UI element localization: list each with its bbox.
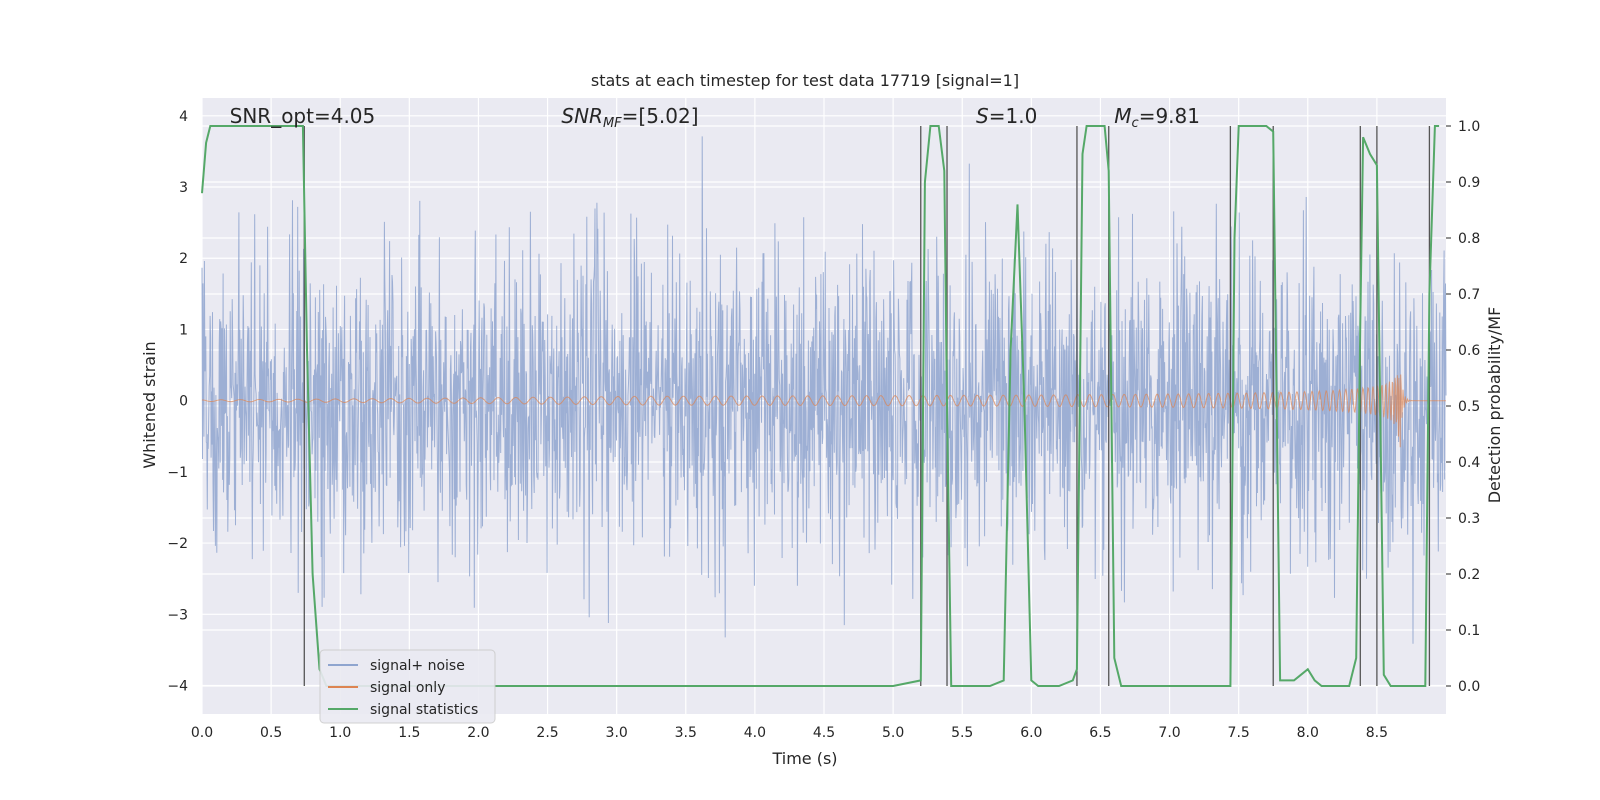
x-tick-label: 2.0 [467, 725, 489, 741]
chart-title: stats at each timestep for test data 177… [591, 71, 1019, 90]
y-tick-label: −3 [167, 607, 188, 623]
right-y-tick-label: 0.6 [1458, 343, 1480, 359]
x-tick-label: 7.5 [1228, 725, 1250, 741]
right-y-tick-label: 0.3 [1458, 511, 1480, 527]
y-tick-label: −2 [167, 536, 188, 552]
x-tick-label: 1.5 [398, 725, 420, 741]
legend: signal+ noise signal only signal statist… [319, 649, 496, 724]
y-tick-label: −1 [167, 465, 188, 481]
x-tick-label: 1.0 [329, 725, 351, 741]
right-y-tick-label: 0.4 [1458, 455, 1480, 471]
right-y-tick-label: 0.2 [1458, 567, 1480, 583]
annotations: SNR_opt=4.05 SNRMF=[5.02] S=1.0 Mc=9.81 [230, 104, 1200, 131]
y-tick-label: 0 [179, 394, 188, 410]
y-tick-label: 4 [179, 109, 188, 125]
y-tick-label: 1 [179, 322, 188, 338]
y-axis-label: Whitened strain [140, 341, 159, 468]
annotation: Mc=9.81 [1114, 104, 1200, 131]
y-tick-label: 2 [179, 251, 188, 267]
legend-label-noise: signal+ noise [370, 658, 465, 674]
x-tick-label: 8.0 [1297, 725, 1319, 741]
x-tick-label: 4.5 [813, 725, 835, 741]
x-tick-label: 0.0 [191, 725, 213, 741]
y-axis-ticks: −4 −3 −2 −1 0 1 2 3 4 [167, 109, 188, 695]
signal-plus-noise-series [201, 136, 1447, 644]
x-tick-label: 0.5 [260, 725, 282, 741]
signal-plus-noise-line [201, 136, 1447, 644]
x-tick-label: 6.0 [1020, 725, 1042, 741]
x-tick-label: 5.5 [951, 725, 973, 741]
x-tick-label: 6.5 [1089, 725, 1111, 741]
right-y-tick-label: 0.9 [1458, 175, 1480, 191]
annotation: SNRMF=[5.02] [561, 104, 698, 131]
signal-only-series [201, 374, 1446, 448]
x-tick-label: 8.5 [1366, 725, 1388, 741]
x-tick-label: 5.0 [882, 725, 904, 741]
right-y-tick-label: 0.5 [1458, 399, 1480, 415]
x-axis-label: Time (s) [771, 749, 837, 768]
detection-vertical-lines [303, 126, 1431, 686]
y-tick-label: −4 [167, 679, 188, 695]
x-tick-label: 3.5 [675, 725, 697, 741]
right-y-tick-label: 0.0 [1458, 679, 1480, 695]
right-y-tick-label: 1.0 [1458, 119, 1480, 135]
annotation: SNR_opt=4.05 [230, 104, 376, 128]
right-y-tick-label: 0.7 [1458, 287, 1480, 303]
legend-label-signal: signal only [370, 680, 445, 696]
right-y-axis-ticks: 0.0 0.1 0.2 0.3 0.4 0.5 0.6 0.7 0.8 0.9 1.0 [1446, 119, 1480, 695]
right-y-axis-label: Detection probability/MF [1485, 307, 1504, 504]
y-tick-label: 3 [179, 180, 188, 196]
x-tick-label: 2.5 [536, 725, 558, 741]
legend-label-statistics: signal statistics [370, 702, 478, 718]
legend-box [319, 649, 496, 724]
x-tick-label: 4.0 [744, 725, 766, 741]
right-y-tick-label: 0.8 [1458, 231, 1480, 247]
signal-only-line [201, 374, 1446, 448]
x-tick-label: 3.0 [606, 725, 628, 741]
x-tick-label: 7.0 [1158, 725, 1180, 741]
right-y-tick-label: 0.1 [1458, 623, 1480, 639]
annotation: S=1.0 [976, 104, 1037, 128]
x-axis-ticks: 0.0 0.5 1.0 1.5 2.0 2.5 3.0 3.5 4.0 4.5 5.0 5.5 6.0 6… [191, 725, 1388, 741]
